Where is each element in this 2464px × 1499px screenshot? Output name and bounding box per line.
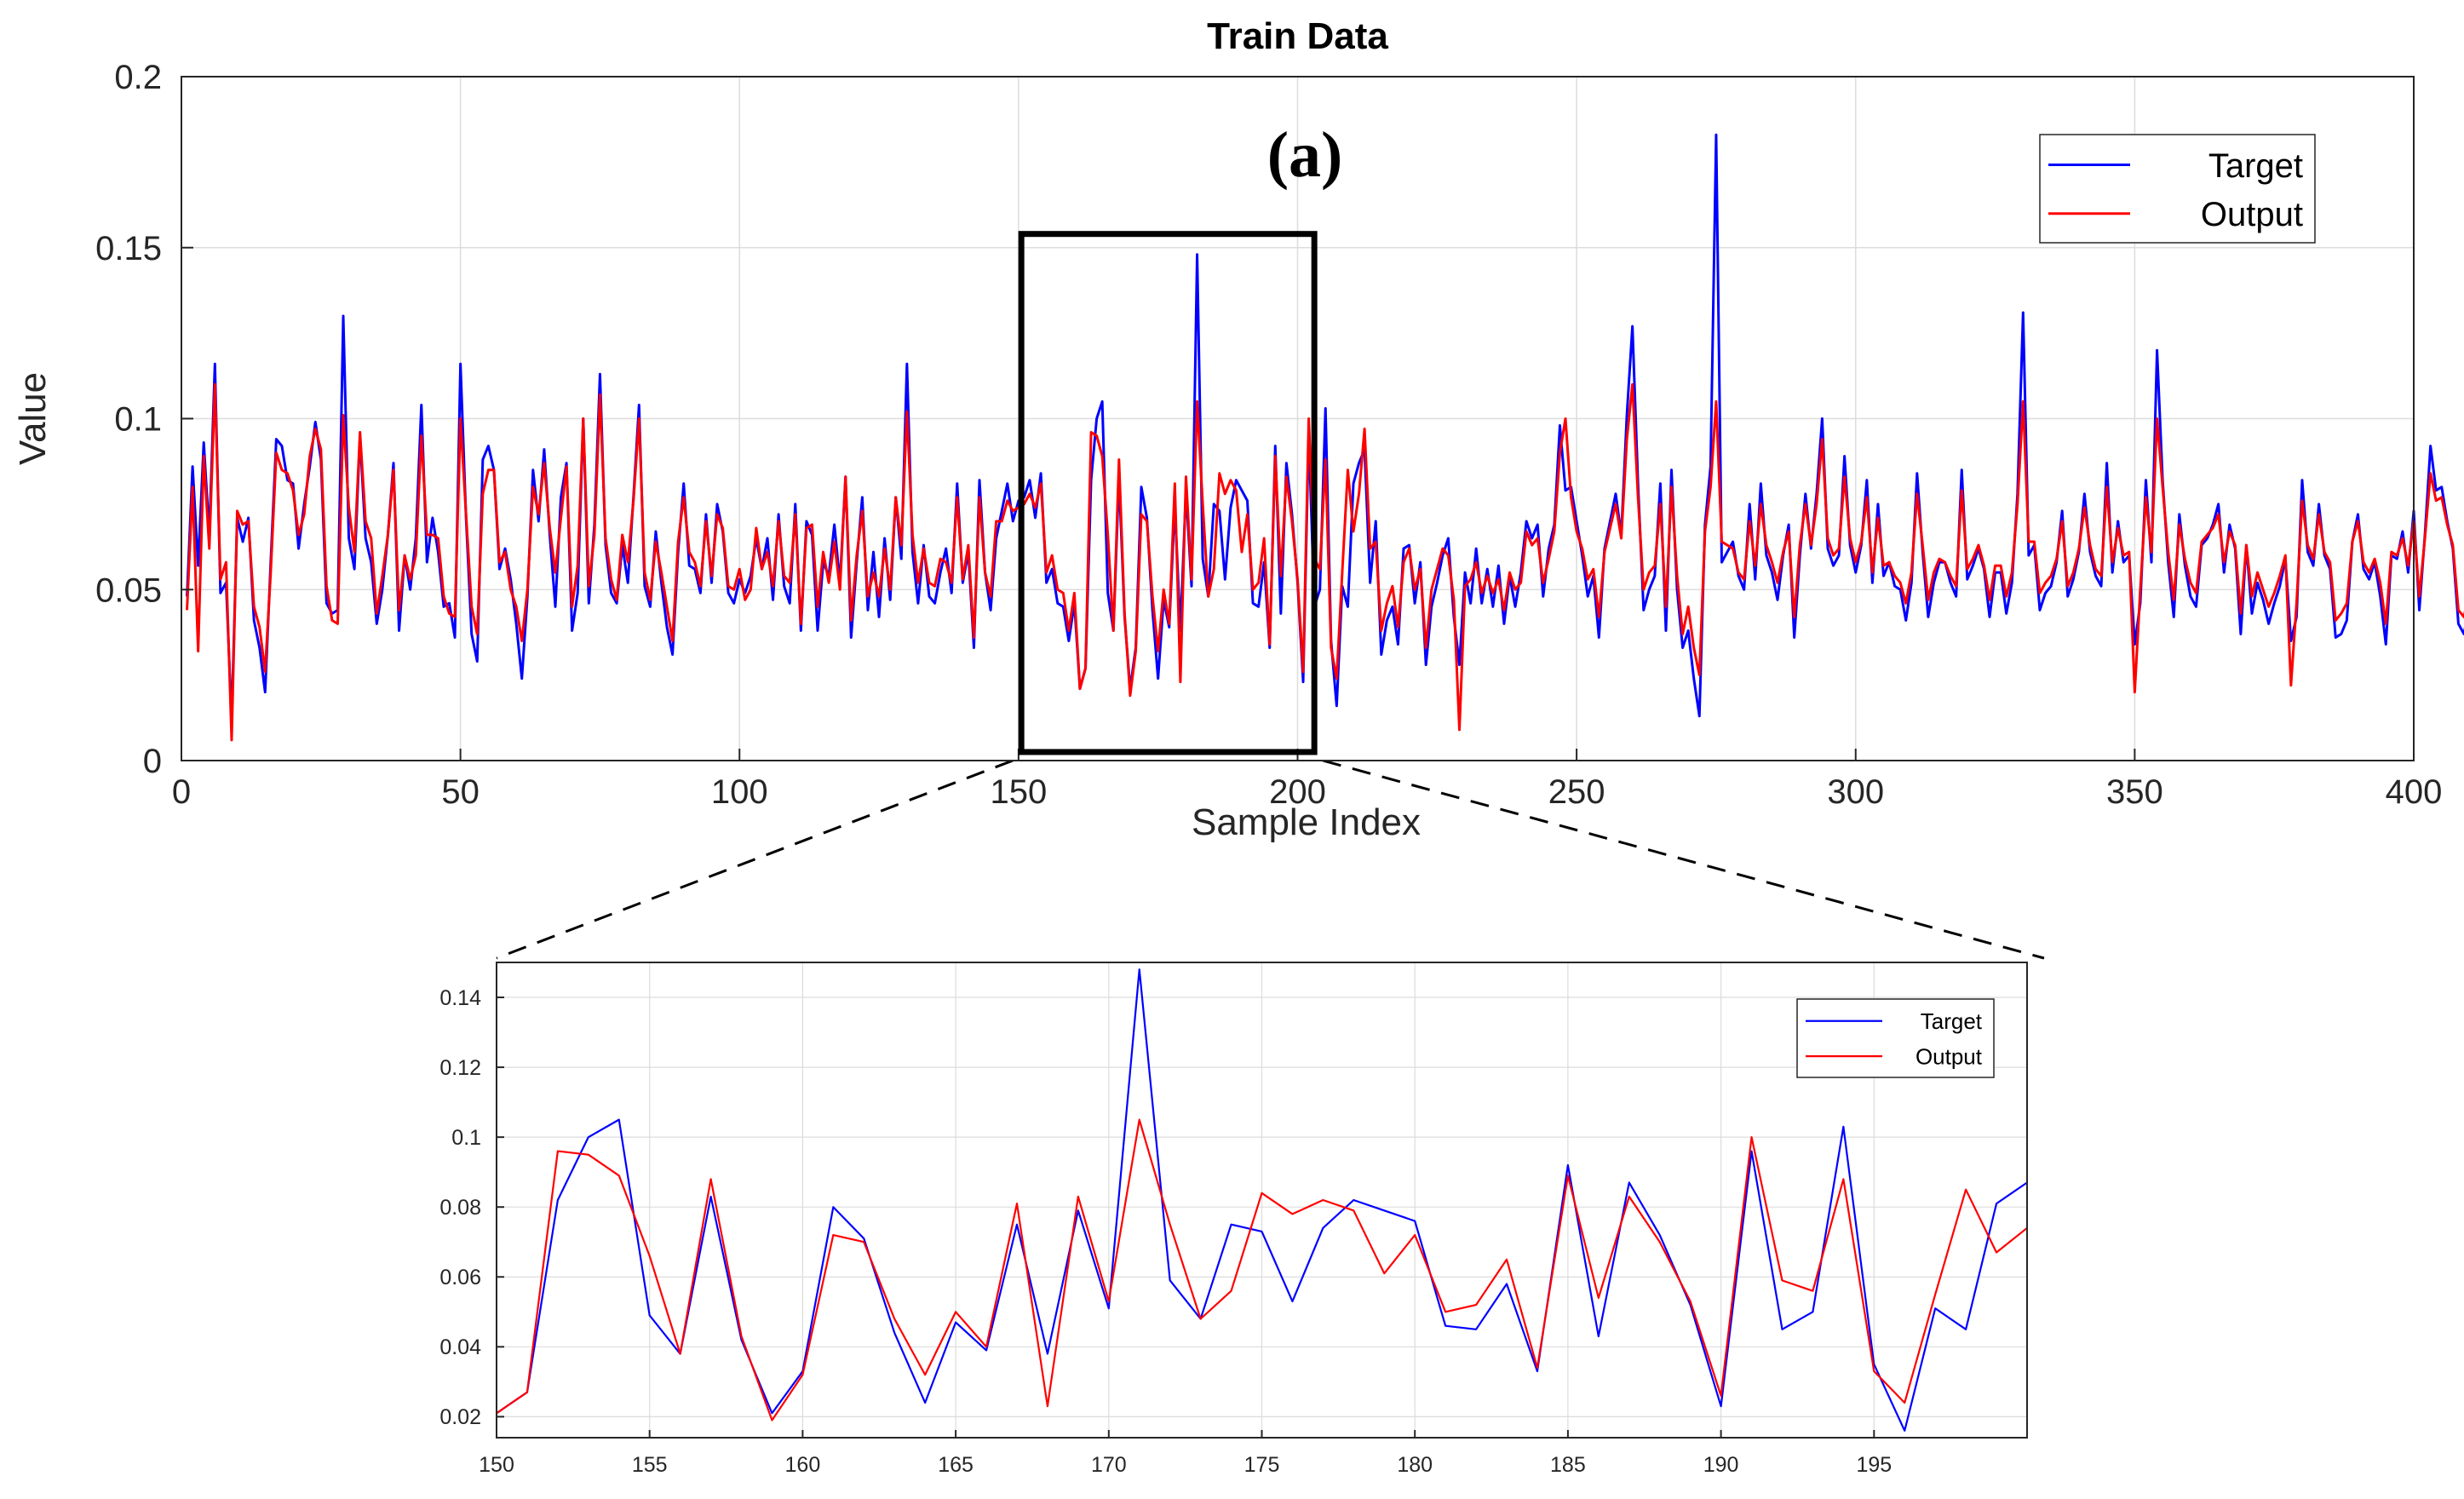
zoom-x-tick-label: 150 bbox=[479, 1453, 514, 1477]
zoom-x-tick-label: 185 bbox=[1550, 1453, 1586, 1477]
main-x-tick-label: 50 bbox=[441, 773, 480, 811]
main-legend-label: Target bbox=[2208, 147, 2303, 185]
zoom-y-tick-label: 0.12 bbox=[439, 1056, 481, 1080]
main-y-tick-label: 0.15 bbox=[95, 230, 162, 267]
zoom-y-tick-label: 0.04 bbox=[439, 1335, 481, 1359]
main-x-tick-label: 150 bbox=[991, 773, 1048, 811]
main-legend-box bbox=[2039, 134, 2316, 244]
main-x-tick-label: 350 bbox=[2106, 773, 2163, 811]
zoom-y-tick-label: 0.02 bbox=[439, 1405, 481, 1429]
main-plot: 0 50 100 150 200 250 300 350 400 0 0.05 0.1 0.15 0.2 T… bbox=[12, 15, 2464, 843]
main-x-tick-label: 250 bbox=[1548, 773, 1605, 811]
main-legend: Target Output bbox=[2039, 134, 2316, 244]
zoom-connector-left bbox=[496, 759, 1014, 960]
zoom-y-tick-label: 0.06 bbox=[439, 1266, 481, 1289]
zoom-x-tick-label: 180 bbox=[1397, 1453, 1433, 1477]
zoom-x-tick-label: 160 bbox=[785, 1453, 821, 1477]
zoom-x-tick-label: 170 bbox=[1091, 1453, 1127, 1477]
zoom-legend-label: Target bbox=[1921, 1008, 1983, 1034]
zoom-y-tick-label: 0.08 bbox=[439, 1196, 481, 1220]
zoom-series-output bbox=[496, 1118, 2028, 1421]
zoom-plot: 150 155 160 165 170 175 180 185 190 195 0.02 0.04 0.… bbox=[439, 962, 2028, 1477]
panel-label: (a) bbox=[1267, 119, 1343, 191]
zoom-legend-label: Output bbox=[1915, 1044, 1983, 1070]
main-x-tick-label: 400 bbox=[2386, 773, 2443, 811]
zoom-x-tick-label: 190 bbox=[1703, 1453, 1739, 1477]
zoom-region-box bbox=[1018, 231, 1318, 755]
zoom-legend-box bbox=[1796, 998, 1995, 1078]
main-y-tick-label: 0 bbox=[143, 743, 162, 780]
main-y-tick-label: 0.05 bbox=[95, 571, 162, 609]
zoom-connector-right bbox=[1322, 759, 2045, 960]
main-x-tick-label: 200 bbox=[1269, 773, 1326, 811]
zoom-x-tick-label: 175 bbox=[1244, 1453, 1280, 1477]
main-x-tick-label: 300 bbox=[1827, 773, 1884, 811]
main-x-tick-label: 100 bbox=[711, 773, 768, 811]
main-series-output bbox=[186, 382, 2464, 742]
main-y-tick-label: 0.1 bbox=[114, 401, 162, 439]
zoom-y-tick-label: 0.14 bbox=[439, 986, 481, 1010]
y-axis-label: Value bbox=[12, 372, 54, 465]
zoom-x-tick-label: 155 bbox=[632, 1453, 668, 1477]
x-axis-label: Sample Index bbox=[1192, 801, 1421, 843]
zoom-legend: Target Output bbox=[1796, 998, 1995, 1078]
chart-title: Train Data bbox=[1207, 15, 1388, 57]
zoom-x-tick-label: 165 bbox=[938, 1453, 974, 1477]
main-x-tick-label: 0 bbox=[172, 773, 191, 811]
zoom-y-tick-label: 0.1 bbox=[451, 1126, 481, 1150]
main-y-tick-label: 0.2 bbox=[114, 59, 162, 96]
zoom-x-tick-label: 195 bbox=[1856, 1453, 1892, 1477]
main-legend-label: Output bbox=[2201, 196, 2303, 233]
